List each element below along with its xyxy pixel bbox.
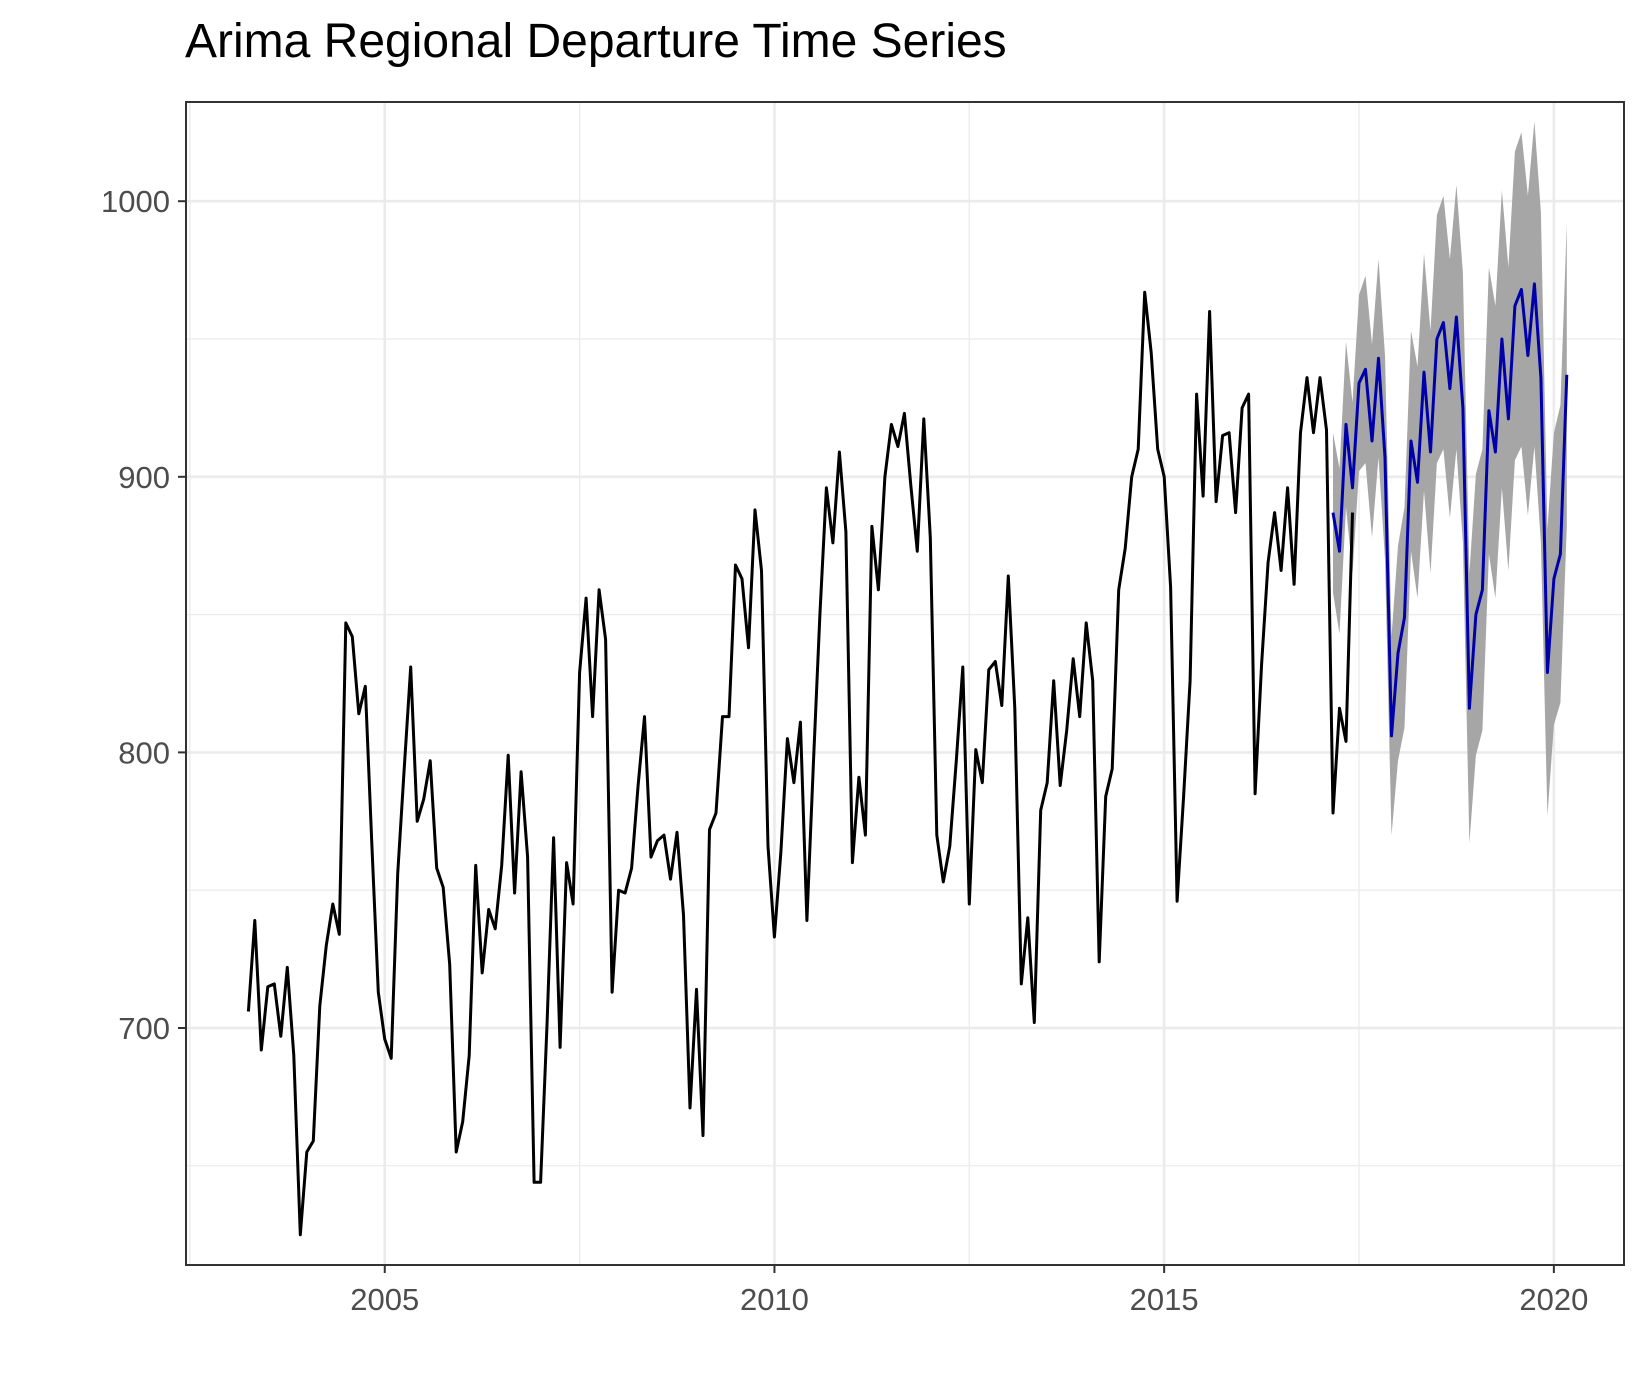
forecast-series-line <box>1331 282 1569 738</box>
x-tick-label: 2010 <box>740 1282 809 1317</box>
panel-border <box>185 101 1625 1266</box>
y-tick-label: 700 <box>118 1011 170 1046</box>
forecast-interval-band <box>1333 121 1567 844</box>
x-tick-label: 2015 <box>1130 1282 1199 1317</box>
chart-title: Arima Regional Departure Time Series <box>185 15 1007 68</box>
axes: 2005 2010 2015 2020 700 800 900 1000 <box>101 184 1588 1317</box>
y-tick-label: 1000 <box>101 184 170 219</box>
y-tick-label: 800 <box>118 735 170 770</box>
prediction-interval-layer <box>1333 121 1567 844</box>
x-tick-label: 2005 <box>350 1282 419 1317</box>
observed-series-line <box>246 290 1354 1237</box>
series-lines <box>246 282 1569 1237</box>
x-tick-label: 2020 <box>1519 1282 1588 1317</box>
grid-lines <box>186 102 1624 1265</box>
y-tick-label: 900 <box>118 460 170 495</box>
